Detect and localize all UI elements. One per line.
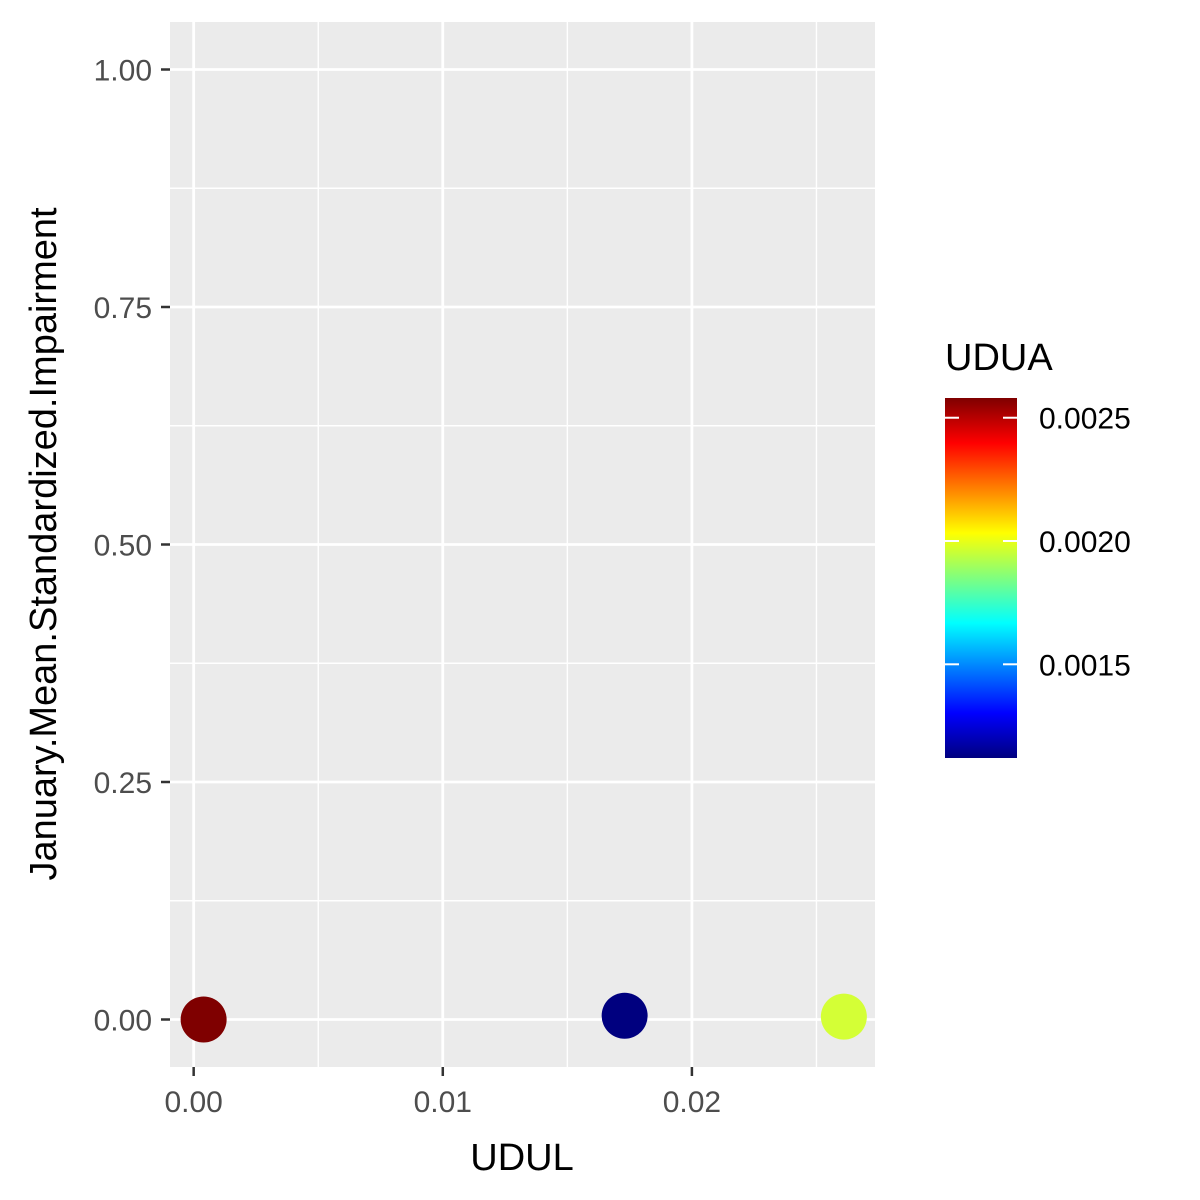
x-tick-label: 0.00 <box>164 1086 222 1119</box>
x-axis-title: UDUL <box>470 1137 573 1179</box>
y-axis: 0.00 0.25 0.50 0.75 1.00 <box>94 55 170 1038</box>
legend-ticks: 0.0015 0.0020 0.0025 <box>945 403 1131 682</box>
legend-tick-label: 0.0025 <box>1039 403 1131 436</box>
legend-title: UDUA <box>945 337 1053 379</box>
grid-major-lines <box>170 22 875 1067</box>
color-legend: UDUA 0.0015 0.0020 0.0025 <box>945 337 1131 758</box>
y-tick-label: 1.00 <box>94 55 152 88</box>
data-point <box>601 992 648 1039</box>
legend-colorbar <box>945 398 1017 758</box>
data-point <box>180 996 227 1043</box>
y-tick-label: 0.75 <box>94 292 152 325</box>
y-tick-label: 0.50 <box>94 530 152 563</box>
x-axis: 0.00 0.01 0.02 <box>164 1067 721 1119</box>
x-tick-label: 0.02 <box>663 1086 721 1119</box>
data-point <box>820 993 867 1040</box>
x-tick-label: 0.01 <box>414 1086 472 1119</box>
data-points <box>180 992 867 1043</box>
y-tick-label: 0.00 <box>94 1005 152 1038</box>
legend-tick-label: 0.0020 <box>1039 526 1131 559</box>
y-tick-label: 0.25 <box>94 767 152 800</box>
legend-tick-label: 0.0015 <box>1039 649 1131 682</box>
y-axis-title: January.Mean.Standardized.Impairment <box>23 207 65 881</box>
